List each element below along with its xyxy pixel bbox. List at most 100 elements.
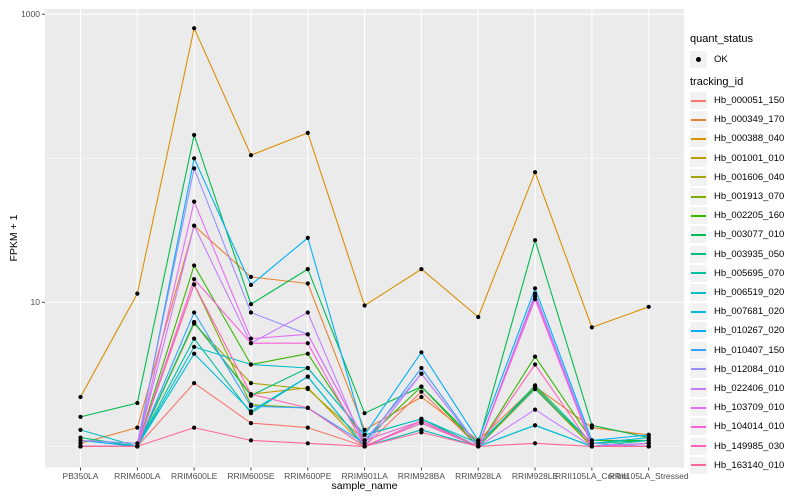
x-tick-label-RRIM928LA: RRIM928LA xyxy=(455,471,502,481)
legend-item-label: Hb_000349_170 xyxy=(714,114,785,126)
legend-key xyxy=(690,380,707,397)
legend-key xyxy=(690,245,707,263)
data-point xyxy=(248,282,254,287)
legend-key xyxy=(690,437,707,455)
legend-item-label: Hb_000051_150 xyxy=(714,95,785,106)
data-point xyxy=(192,310,197,315)
legend-item-label: Hb_001913_070 xyxy=(714,191,785,202)
legend-key xyxy=(690,51,707,68)
legend-line-icon xyxy=(691,406,706,409)
data-point xyxy=(532,294,538,299)
data-point xyxy=(305,441,310,446)
legend-line-icon xyxy=(691,310,706,313)
data-point xyxy=(192,199,197,204)
legend-line-icon xyxy=(691,137,706,140)
legend-item-Hb_104014_010: Hb_104014_010 xyxy=(690,417,784,436)
legend-item-label: Hb_001606_040 xyxy=(714,171,785,183)
legend-line-icon xyxy=(691,329,706,332)
data-point xyxy=(419,371,424,376)
legend-line-icon xyxy=(691,368,706,371)
data-point xyxy=(248,336,254,341)
data-point xyxy=(362,432,367,437)
legend-item-label: Hb_007681_020 xyxy=(714,306,785,318)
data-point xyxy=(248,302,254,307)
legend-item-label: Hb_012084_010 xyxy=(714,363,785,375)
legend-item-Hb_002205_160: Hb_002205_160 xyxy=(690,206,784,225)
data-point xyxy=(589,441,594,446)
legend-item-Hb_012084_010: Hb_012084_010 xyxy=(690,360,784,379)
legend-key xyxy=(690,130,707,148)
data-point xyxy=(192,319,197,325)
legend-item-Hb_010267_020: Hb_010267_020 xyxy=(690,321,784,340)
data-point xyxy=(362,444,367,449)
legend-item-Hb_001606_040: Hb_001606_040 xyxy=(690,168,784,187)
legend-item-Hb_163140_010: Hb_163140_010 xyxy=(690,456,784,475)
legend-item-Hb_000051_150: Hb_000051_150 xyxy=(690,91,784,110)
data-point xyxy=(305,332,310,337)
x-tick-label-RRIM901LA: RRIM901LA xyxy=(341,471,388,481)
data-point xyxy=(532,362,538,367)
legend-item-label: Hb_022406_010 xyxy=(714,383,785,394)
data-point xyxy=(248,274,254,279)
data-point xyxy=(248,404,254,409)
legend-item-label: Hb_003077_010 xyxy=(714,229,785,241)
legend-key xyxy=(690,188,707,205)
data-point xyxy=(305,365,310,371)
data-point xyxy=(362,438,367,443)
legend-key xyxy=(690,149,707,167)
data-point xyxy=(248,341,254,346)
data-point xyxy=(532,386,538,392)
data-point xyxy=(532,423,538,428)
legend-line-icon xyxy=(691,118,706,121)
legend-key xyxy=(690,264,707,282)
data-point xyxy=(305,235,310,240)
legend-item-Hb_149985_030: Hb_149985_030 xyxy=(690,437,784,456)
data-point xyxy=(305,281,310,286)
data-point xyxy=(192,425,197,430)
data-point xyxy=(476,314,481,320)
legend-line-icon xyxy=(691,253,706,256)
x-tick-label-RRIM600LA: RRIM600LA xyxy=(114,471,161,481)
data-point xyxy=(192,26,197,31)
data-point xyxy=(248,438,254,443)
legend-key xyxy=(690,284,707,301)
data-point xyxy=(589,438,594,443)
x-tick-label-RRIM928BA: RRIM928BA xyxy=(397,471,446,481)
x-tick-label-RRIM600SE: RRIM600SE xyxy=(227,471,275,481)
data-point xyxy=(192,132,197,138)
legend-key xyxy=(690,456,707,474)
data-point xyxy=(532,441,538,446)
data-point xyxy=(248,310,254,315)
data-point xyxy=(192,282,197,287)
legend-item-label: Hb_010407_150 xyxy=(714,344,785,356)
legend-key xyxy=(690,399,707,417)
data-point xyxy=(305,351,310,356)
data-point xyxy=(192,156,197,161)
legend-item-label: Hb_010267_020 xyxy=(714,325,785,337)
legend-item-label: Hb_001001_010 xyxy=(714,152,785,164)
y-tick-label-10: 10 xyxy=(30,297,40,308)
data-point xyxy=(248,421,254,426)
data-point xyxy=(305,374,310,379)
legend-item-Hb_000388_040: Hb_000388_040 xyxy=(690,129,784,148)
data-point xyxy=(192,223,197,228)
data-point xyxy=(305,425,310,430)
legend-key xyxy=(690,341,707,359)
legend-item-ok: OK xyxy=(690,50,728,69)
data-point xyxy=(305,405,310,410)
legend-title-tracking-id: tracking_id xyxy=(690,76,744,88)
data-point xyxy=(192,277,197,282)
legend-item-Hb_007681_020: Hb_007681_020 xyxy=(690,302,784,321)
data-point xyxy=(248,153,254,158)
data-point xyxy=(135,291,140,296)
data-point xyxy=(305,267,310,272)
data-point xyxy=(305,310,310,315)
legend-line-icon xyxy=(691,349,706,352)
legend-line-icon xyxy=(691,233,706,236)
data-point xyxy=(476,441,481,446)
data-point xyxy=(248,362,254,367)
y-axis-title: FPKM + 1 xyxy=(8,214,20,262)
data-point xyxy=(532,286,538,291)
